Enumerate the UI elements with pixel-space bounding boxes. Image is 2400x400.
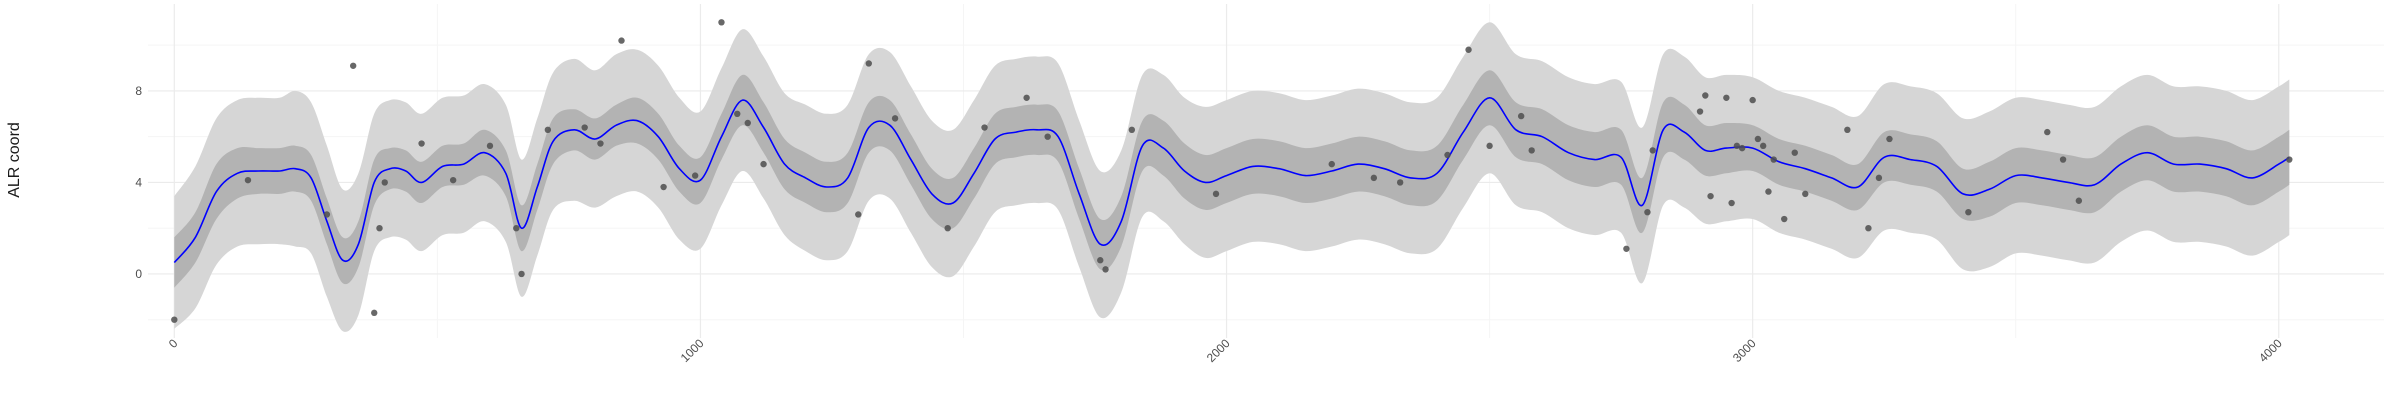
observation-point [1759, 142, 1767, 150]
observation-point [418, 140, 425, 147]
observation-point [1102, 266, 1109, 273]
observation-point [1370, 174, 1378, 182]
observation-point [691, 172, 699, 179]
observation-point [323, 211, 331, 218]
observation-point [1212, 190, 1220, 198]
inner-credible-band [174, 70, 2290, 288]
observation-point [244, 176, 252, 184]
observation-point [513, 224, 520, 232]
observation-point [1486, 142, 1493, 150]
observation-point [371, 309, 378, 317]
observation-point [1802, 190, 1809, 198]
observation-point [544, 126, 552, 134]
y-axis-ticks: 0 4 8 [135, 84, 142, 281]
observation-point [981, 124, 988, 131]
observation-point [486, 142, 494, 150]
observation-point [734, 110, 741, 118]
observation-point [597, 140, 604, 147]
observation-points [171, 19, 2293, 323]
y-tick-label: 8 [135, 84, 142, 98]
observation-point [581, 124, 588, 131]
observation-point [1875, 174, 1883, 182]
observation-point [1649, 147, 1656, 154]
y-tick-label: 4 [135, 175, 142, 189]
observation-point [1328, 160, 1335, 168]
observation-point [660, 183, 667, 191]
observation-point [1886, 135, 1893, 143]
posterior-mean-line [173, 96, 2290, 264]
observation-point [1517, 112, 1525, 120]
observation-point [1754, 135, 1762, 143]
observation-point [449, 176, 457, 184]
observation-point [518, 270, 525, 278]
observation-point [718, 19, 725, 26]
observation-point [944, 224, 951, 232]
mean-line-group [173, 96, 2290, 264]
observation-point [1707, 192, 1714, 200]
y-tick-label: 0 [135, 267, 142, 281]
observation-point [1023, 94, 1030, 101]
observation-point [1128, 126, 1136, 134]
observation-point [1702, 92, 1709, 99]
observation-point [1791, 149, 1798, 156]
observation-point [1696, 108, 1704, 115]
observation-point [1444, 151, 1451, 159]
observation-point [1528, 147, 1535, 154]
observation-point [1765, 188, 1772, 195]
observation-point [1097, 257, 1104, 264]
observation-point [1465, 46, 1472, 53]
y-axis-title: ALR coord [6, 122, 23, 198]
observation-point [1733, 142, 1741, 150]
observation-point [1965, 208, 1972, 216]
observation-point [2059, 156, 2067, 163]
observation-point [1770, 156, 1777, 163]
observation-point [855, 211, 862, 218]
observation-point [1781, 215, 1788, 223]
observation-point [1865, 224, 1872, 232]
observation-point [1044, 133, 1051, 140]
observation-point [744, 119, 751, 127]
observation-point [349, 62, 357, 69]
credible-bands [174, 22, 2290, 332]
observation-point [865, 60, 872, 67]
observation-point [381, 179, 388, 186]
observation-point [1738, 144, 1746, 152]
observation-point [376, 224, 383, 232]
observation-point [1644, 208, 1651, 216]
observation-point [891, 115, 899, 122]
observation-point [1396, 179, 1404, 186]
observation-point [1623, 245, 1630, 252]
observation-point [1723, 94, 1730, 101]
observation-point [171, 316, 178, 323]
observation-point [1749, 96, 1756, 104]
observation-point [2286, 156, 2293, 163]
observation-point [1728, 199, 1735, 207]
observation-point [2075, 197, 2083, 204]
observation-point [2044, 128, 2051, 136]
observation-point [618, 37, 625, 44]
observation-point [760, 160, 767, 168]
observation-point [1844, 126, 1851, 134]
